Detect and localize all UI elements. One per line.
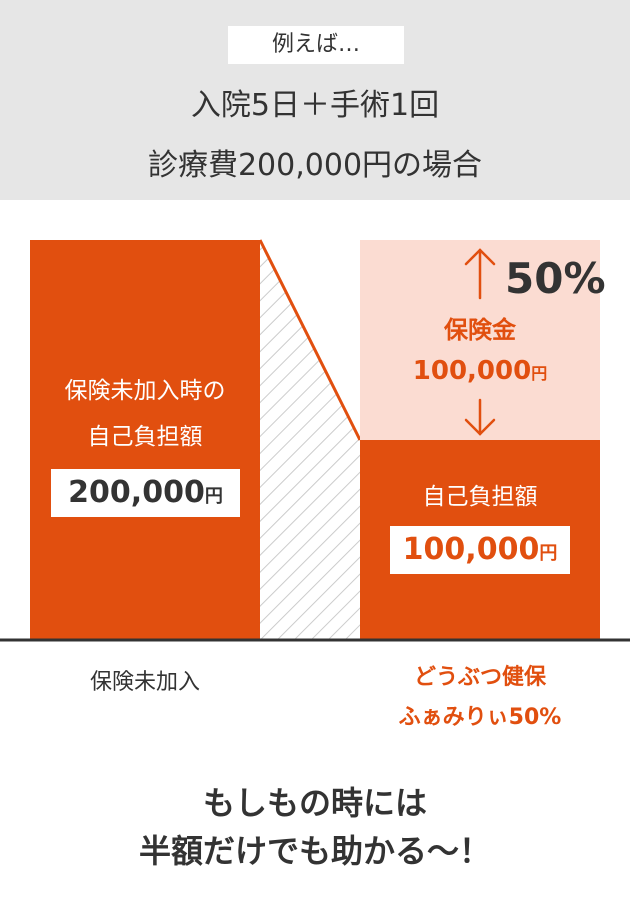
down-arrow-icon (464, 398, 496, 436)
insurance-amount-unit: 円 (531, 364, 548, 383)
footer-line-2: 半額だけでも助かる〜！ (138, 832, 491, 870)
right-amount-unit: 円 (539, 543, 558, 564)
left-bar-label-1: 保険未加入時の (64, 378, 226, 404)
scenario-line-2: 診療費200,000円の場合 (147, 148, 483, 183)
right-self-pay-label: 自己負担額 (422, 484, 538, 510)
left-amount-unit: 円 (204, 486, 223, 507)
scenario-line-1: 入院5日＋手術1回 (190, 88, 440, 123)
insurance-amount-value: 100,000 (412, 356, 532, 386)
right-amount-value: 100,000 (402, 532, 540, 567)
reduction-hatch (260, 240, 360, 640)
left-amount-value: 200,000 (68, 475, 205, 510)
left-bar (30, 240, 260, 640)
category-insured-line-1: どうぶつ健保 (413, 665, 546, 690)
reduction-line (258, 239, 362, 441)
category-uninsured: 保険未加入 (89, 670, 200, 695)
up-arrow-icon (464, 248, 496, 300)
percent-label: 50% (505, 254, 606, 303)
header-panel: 例えば… 入院5日＋手術1回 診療費200,000円の場合 (0, 0, 630, 200)
left-bar-label-2: 自己負担額 (87, 424, 203, 450)
category-insured-line-2: ふぁみりぃ50% (398, 705, 562, 730)
example-tag: 例えば… (228, 26, 404, 64)
left-amount-box: 200,000円 (51, 469, 240, 517)
footer-line-1: もしもの時には (202, 784, 427, 822)
insurance-amount: 100,000円 (360, 356, 600, 386)
right-amount-box: 100,000円 (390, 526, 570, 574)
insurance-label: 保険金 (444, 316, 516, 344)
